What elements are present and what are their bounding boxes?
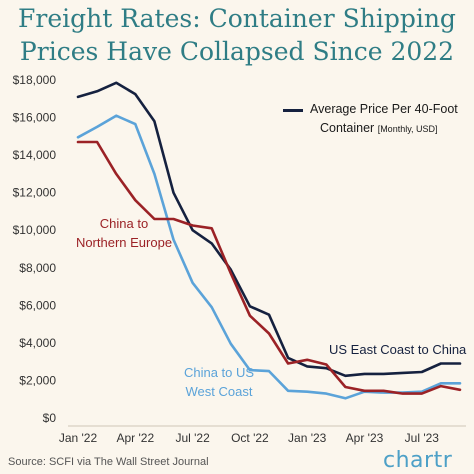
x-tick-label: Apr '22 (116, 431, 154, 445)
y-tick-label: $10,000 (13, 223, 57, 237)
legend-label-line-2: Container [Monthly, USD] (320, 119, 438, 139)
legend-swatch (283, 109, 303, 112)
y-tick-label: $8,000 (19, 261, 56, 275)
y-tick-label: $12,000 (13, 186, 57, 200)
series-label-1: West Coast (186, 384, 253, 399)
series-label-1: China to US (184, 365, 254, 380)
y-tick-label: $16,000 (13, 111, 57, 125)
series-line-2 (76, 140, 462, 395)
series-label-2: China to (100, 216, 148, 231)
series-label-2: Northern Europe (76, 235, 172, 250)
x-tick-label: Apr '23 (346, 431, 384, 445)
y-tick-label: $18,000 (13, 73, 57, 87)
chart-title-line-2: Prices Have Collapsed Since 2022 (19, 37, 455, 66)
logo-text: chartr (383, 448, 453, 473)
y-tick-label: $14,000 (13, 148, 57, 162)
x-tick-label: Oct '22 (231, 431, 269, 445)
legend-unit: [Monthly, USD] (377, 124, 438, 134)
x-tick-label: Jul '22 (175, 431, 210, 445)
legend-label-line-1: Average Price Per 40-Foot (310, 102, 458, 116)
y-tick-label: $4,000 (19, 336, 56, 350)
y-tick-label: $2,000 (19, 373, 56, 387)
chart-title-line-1: Freight Rates: Container Shipping (18, 4, 456, 33)
chart-title: Freight Rates: Container Shipping Prices… (0, 2, 474, 68)
x-tick-label: Jan '23 (288, 431, 327, 445)
legend-label-container: Container (320, 121, 375, 135)
y-tick-label: $6,000 (19, 298, 56, 312)
series-label-0: US East Coast to China (329, 342, 467, 357)
y-tick-label: $0 (43, 411, 57, 425)
source-note: Source: SCFI via The Wall Street Journal (8, 456, 209, 468)
chartr-logo: chartr (383, 448, 452, 473)
x-tick-label: Jan '22 (59, 431, 98, 445)
x-tick-label: Jul '23 (405, 431, 440, 445)
series-line-0 (76, 81, 462, 378)
